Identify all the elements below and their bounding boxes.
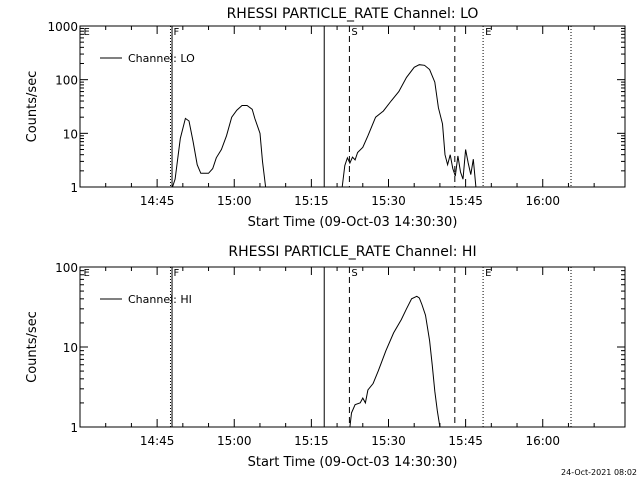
x-tick-label: 15:45 [448,434,483,448]
x-axis-label: Start Time (09-Oct-03 14:30:30) [248,215,458,230]
y-tick-label: 10 [63,341,78,355]
legend-label: Channel: LO [128,52,195,65]
x-tick-label: 16:00 [525,434,560,448]
chart-title: RHESSI PARTICLE_RATE Channel: HI [228,244,476,260]
event-marker-f: F [174,27,180,38]
y-tick-label: 1 [70,421,78,435]
x-tick-label: 16:00 [525,194,560,208]
y-tick-label: 100 [55,261,78,275]
y-tick-label: 1 [70,181,78,195]
x-tick-label: 15:00 [217,434,252,448]
y-axis-label: Counts/sec [25,71,40,143]
legend-label: Channel: HI [128,293,192,306]
x-tick-label: 14:45 [140,194,175,208]
x-tick-label: 15:00 [217,194,252,208]
panel-lo: RHESSI PARTICLE_RATE Channel: LO E F S E 1 10 1… [25,6,626,230]
footer-timestamp: 24-Oct-2021 08:02 [561,468,637,477]
event-marker-f: F [174,268,180,279]
x-tick-label: 15:45 [448,194,483,208]
series-line [341,64,477,188]
x-tick-label: 15:30 [371,434,406,448]
x-axis-label: Start Time (09-Oct-03 14:30:30) [248,455,458,470]
plot-frame [79,25,626,188]
event-marker-s: S [351,27,357,38]
x-tick-label: 15:15 [294,434,329,448]
plot-frame [79,266,626,428]
panel-hi: RHESSI PARTICLE_RATE Channel: HI E F S E 1 10 1… [25,244,626,470]
x-tick-label: 14:45 [140,434,175,448]
event-marker-e: E [84,27,90,38]
event-marker-e: E [84,268,90,279]
series-line [349,295,441,428]
y-axis-label: Counts/sec [25,311,40,383]
event-marker-e: E [485,268,491,279]
chart-title: RHESSI PARTICLE_RATE Channel: LO [227,6,479,22]
x-tick-label: 15:30 [371,194,406,208]
event-marker-s: S [351,268,357,279]
y-tick-label: 10 [63,127,78,141]
series-line [172,105,267,188]
y-tick-label: 100 [55,74,78,88]
event-marker-e: E [485,27,491,38]
x-tick-label: 15:15 [294,194,329,208]
y-tick-label: 1000 [47,20,78,34]
